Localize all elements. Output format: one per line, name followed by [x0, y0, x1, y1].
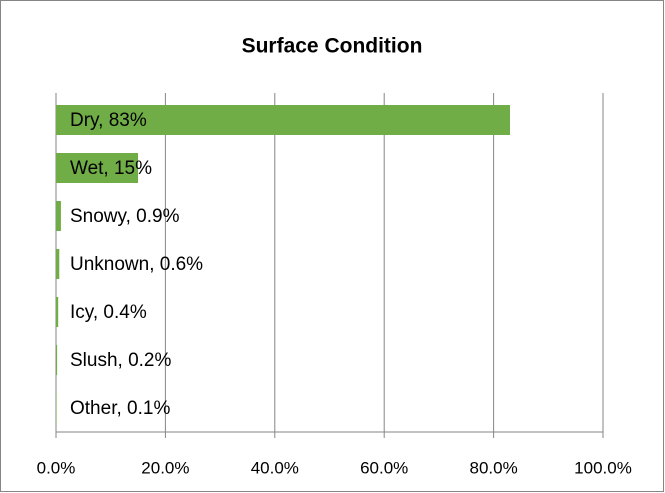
x-tick-label: 80.0%: [469, 458, 517, 477]
x-tick-label: 0.0%: [37, 458, 76, 477]
data-label: Icy, 0.4%: [70, 302, 147, 323]
data-label: Slush, 0.2%: [70, 350, 171, 371]
data-label: Dry, 83%: [70, 110, 147, 131]
bar: [56, 201, 61, 231]
data-label: Wet, 15%: [70, 158, 152, 179]
data-label: Other, 0.1%: [70, 398, 170, 419]
bar: [56, 393, 57, 423]
x-tick-label: 60.0%: [360, 458, 408, 477]
bar: [56, 345, 58, 375]
bar: [56, 249, 60, 279]
bar: [56, 105, 511, 135]
bar: [56, 153, 139, 183]
bar: [56, 297, 59, 327]
chart-title: Surface Condition: [242, 35, 423, 58]
x-tick-label: 40.0%: [251, 458, 299, 477]
x-tick-label: 20.0%: [141, 458, 189, 477]
data-label: Unknown, 0.6%: [70, 254, 203, 275]
x-tick-label: 100.0%: [574, 458, 632, 477]
data-label: Snowy, 0.9%: [70, 206, 180, 227]
